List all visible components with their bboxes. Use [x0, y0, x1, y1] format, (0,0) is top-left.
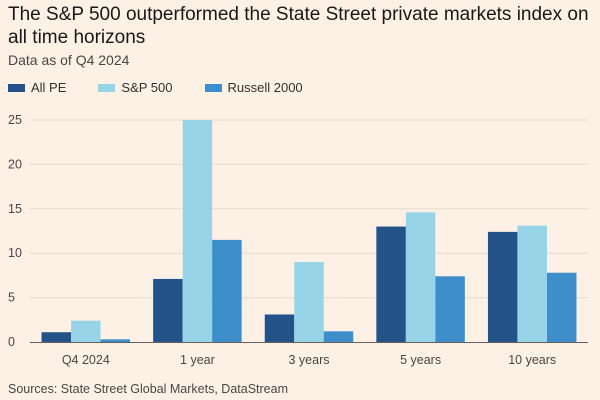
chart-source: Sources: State Street Global Markets, Da… [8, 382, 288, 396]
y-tick-label-25: 25 [8, 113, 22, 127]
y-tick-label-20: 20 [8, 157, 22, 171]
legend-swatch-sp500 [98, 83, 116, 92]
bar-russell-2000-2 [323, 331, 354, 342]
bar-all-pe-3 [376, 226, 406, 342]
bar-russell-2000-0 [100, 339, 131, 342]
y-tick-label-5: 5 [8, 291, 15, 305]
bar-russell-2000-4 [546, 272, 577, 342]
y-tick-label-0: 0 [8, 335, 15, 349]
x-tick-label-3: 5 years [400, 353, 441, 367]
legend-item-all-pe: All PE [8, 80, 66, 95]
legend: All PE S&P 500 Russell 2000 [8, 80, 335, 95]
legend-swatch-all-pe [8, 83, 25, 92]
y-tick-label-10: 10 [8, 246, 22, 260]
legend-item-russell-2000: Russell 2000 [204, 80, 303, 95]
legend-item-sp500: S&P 500 [98, 80, 173, 95]
bar-s-p-500-4 [517, 225, 547, 342]
bar-russell-2000-1 [212, 239, 242, 342]
bar-russell-2000-3 [435, 276, 465, 342]
bar-all-pe-2 [264, 314, 295, 342]
legend-label-sp500: S&P 500 [121, 80, 173, 95]
y-tick-label-15: 15 [8, 202, 22, 216]
bar-all-pe-1 [153, 278, 183, 342]
bar-s-p-500-3 [405, 212, 436, 342]
chart-subtitle: Data as of Q4 2024 [8, 52, 130, 68]
bar-s-p-500-0 [71, 320, 101, 342]
bar-all-pe-0 [41, 332, 72, 342]
x-tick-label-0: Q4 2024 [62, 353, 110, 367]
bar-s-p-500-1 [182, 120, 213, 342]
x-tick-label-2: 3 years [289, 353, 330, 367]
bar-s-p-500-2 [294, 262, 324, 342]
legend-label-all-pe: All PE [31, 80, 67, 95]
chart-title: The S&P 500 outperformed the State Stree… [8, 4, 589, 48]
legend-swatch-russell-2000 [204, 83, 222, 92]
x-tick-label-1: 1 year [180, 353, 215, 367]
x-tick-label-4: 10 years [508, 353, 556, 367]
legend-label-russell-2000: Russell 2000 [227, 80, 303, 95]
bar-all-pe-4 [487, 231, 518, 342]
